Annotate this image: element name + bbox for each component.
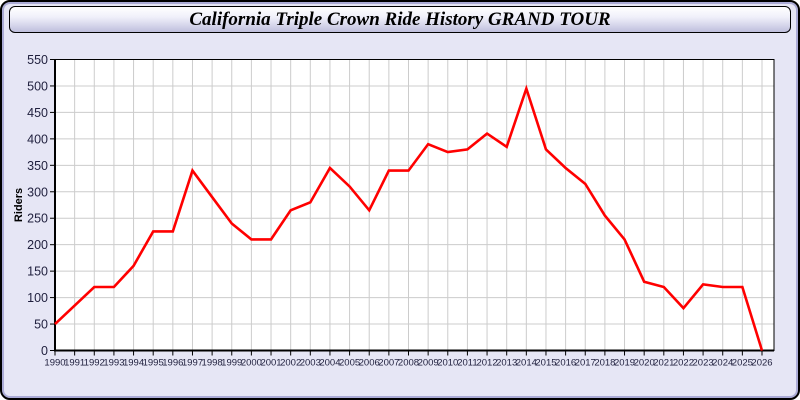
y-tick-labels: 0 50 100 150 200 250 300 350 400 450 500 550: [27, 53, 48, 358]
x-tick-label: 2010: [437, 358, 458, 369]
x-tick-label: 2021: [653, 358, 674, 369]
y-tick-label: 350: [27, 159, 48, 173]
x-tick-label: 2023: [693, 358, 714, 369]
y-tick-label: 300: [27, 185, 48, 199]
x-tick-label: 2000: [241, 358, 262, 369]
x-tick-label: 1995: [143, 358, 164, 369]
y-tick-label: 200: [27, 238, 48, 252]
y-tick-label: 400: [27, 132, 48, 146]
x-tick-label: 2003: [300, 358, 321, 369]
x-tick-label: 2020: [634, 358, 655, 369]
x-tick-label: 2024: [712, 358, 733, 369]
x-tick-label: 2014: [516, 358, 537, 369]
y-tick-label: 100: [27, 291, 48, 305]
x-tick-label: 1993: [103, 358, 124, 369]
x-tick-label: 2019: [614, 358, 635, 369]
x-tick-label: 1997: [182, 358, 203, 369]
x-tick-label: 1992: [84, 358, 105, 369]
x-tick-label: 2002: [280, 358, 301, 369]
x-tick-label: 2026: [751, 358, 772, 369]
y-tick-label: 150: [27, 265, 48, 279]
y-tick-label: 500: [27, 79, 48, 93]
x-tick-label: 2001: [260, 358, 281, 369]
x-tick-label: 2018: [594, 358, 615, 369]
x-tick-label: 2006: [359, 358, 380, 369]
x-tick-label: 2007: [378, 358, 399, 369]
x-tick-label: 2025: [732, 358, 753, 369]
riders-line-series: [54, 84, 764, 351]
chart-title: California Triple Crown Ride History GRA…: [189, 8, 611, 30]
x-tick-label: 1991: [64, 358, 85, 369]
x-tick-label: 2008: [398, 358, 419, 369]
x-tick-label: 1996: [162, 358, 183, 369]
y-tick-label: 50: [34, 318, 48, 332]
x-tick-label: 1994: [123, 358, 144, 369]
x-tick-label: 2013: [496, 358, 517, 369]
x-tick-label: 2012: [476, 358, 497, 369]
x-tick-label: 2009: [418, 358, 439, 369]
x-tick-label: 2017: [575, 358, 596, 369]
y-tick-label: 450: [27, 106, 48, 120]
x-tick-labels: 1990199119921993199419951996199719981999…: [44, 358, 772, 369]
y-tick-label: 550: [27, 53, 48, 67]
y-axis-title: Riders: [13, 188, 25, 222]
x-tick-label: 1999: [221, 358, 242, 369]
axis-ticks: [50, 59, 763, 356]
x-tick-label: 1990: [44, 358, 65, 369]
y-tick-label: 0: [41, 344, 48, 358]
plot-area: [55, 59, 774, 351]
x-tick-label: 2004: [319, 358, 340, 369]
x-tick-label: 2011: [457, 358, 477, 369]
x-tick-label: 1998: [202, 358, 223, 369]
y-tick-label: 250: [27, 212, 48, 226]
x-tick-label: 2016: [555, 358, 576, 369]
x-tick-label: 2015: [535, 358, 556, 369]
x-tick-label: 2005: [339, 358, 360, 369]
window-header: California Triple Crown Ride History GRA…: [9, 6, 791, 33]
x-tick-label: 2022: [673, 358, 694, 369]
